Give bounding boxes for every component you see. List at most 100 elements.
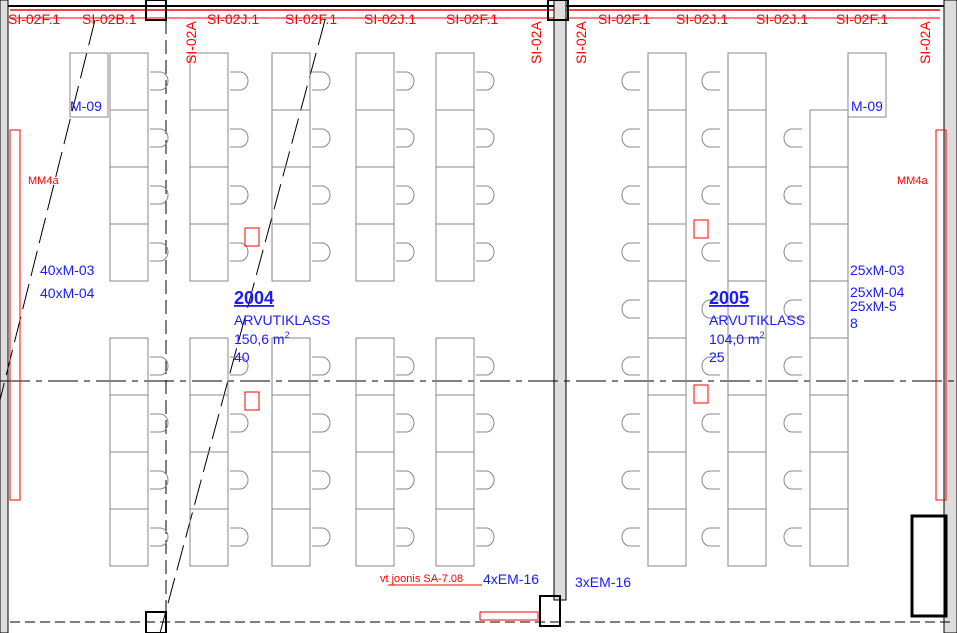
workstation bbox=[69, 52, 109, 118]
chair bbox=[396, 71, 415, 91]
chair bbox=[312, 527, 331, 547]
chair bbox=[312, 356, 331, 376]
chair bbox=[476, 71, 495, 91]
room-area: 104,0 m2 bbox=[709, 330, 765, 347]
equipment-count: 25xM-5 bbox=[850, 298, 897, 314]
equipment-label: M-09 bbox=[851, 98, 883, 114]
vertical-tag: SI-02A bbox=[573, 21, 589, 64]
chair bbox=[150, 242, 169, 262]
chair bbox=[701, 128, 720, 148]
chair bbox=[701, 71, 720, 91]
chair bbox=[396, 413, 415, 433]
chair bbox=[396, 185, 415, 205]
desk bbox=[109, 508, 149, 567]
desks-and-chairs bbox=[69, 52, 887, 567]
desk bbox=[647, 508, 687, 567]
desk bbox=[355, 508, 395, 567]
tag: SI-02J.1 bbox=[676, 11, 728, 27]
desk bbox=[189, 508, 229, 567]
tag: SI-02F.1 bbox=[836, 11, 888, 27]
chair bbox=[701, 470, 720, 490]
chair bbox=[396, 128, 415, 148]
desk bbox=[271, 508, 311, 567]
chair bbox=[783, 128, 802, 148]
equipment-count: 40xM-03 bbox=[40, 262, 95, 278]
chair bbox=[312, 413, 331, 433]
chair bbox=[701, 413, 720, 433]
chair bbox=[621, 527, 640, 547]
chair bbox=[621, 71, 640, 91]
room-name: ARVUTIKLASS bbox=[234, 312, 330, 328]
vertical-tag: SI-02A bbox=[528, 21, 544, 64]
chair bbox=[701, 185, 720, 205]
chair bbox=[701, 527, 720, 547]
chair bbox=[621, 242, 640, 262]
wall-tag: MM4a bbox=[897, 175, 928, 187]
chair bbox=[150, 413, 169, 433]
desk bbox=[435, 223, 475, 282]
vertical-tag: SI-02A bbox=[917, 21, 933, 64]
chair bbox=[701, 242, 720, 262]
equipment-count: 8 bbox=[850, 315, 858, 331]
chair bbox=[150, 128, 169, 148]
chair bbox=[783, 470, 802, 490]
chair bbox=[396, 470, 415, 490]
chair bbox=[476, 413, 495, 433]
chair bbox=[621, 185, 640, 205]
floor-socket bbox=[693, 384, 709, 404]
chair bbox=[476, 527, 495, 547]
chair bbox=[312, 128, 331, 148]
wall-tag: MM4a bbox=[28, 175, 59, 187]
chair bbox=[312, 71, 331, 91]
chair bbox=[476, 242, 495, 262]
room-name: ARVUTIKLASS bbox=[709, 312, 805, 328]
chair bbox=[312, 185, 331, 205]
equipment-count: 25xM-04 bbox=[850, 284, 905, 300]
chair bbox=[783, 299, 802, 319]
chair bbox=[396, 356, 415, 376]
vertical-tag: SI-02A bbox=[183, 21, 199, 64]
chair bbox=[783, 527, 802, 547]
chair bbox=[230, 242, 249, 262]
chair bbox=[230, 71, 249, 91]
chair bbox=[150, 185, 169, 205]
chair bbox=[621, 299, 640, 319]
tag: SI-02F.1 bbox=[8, 11, 60, 27]
room-seats: 25 bbox=[709, 349, 725, 365]
chair bbox=[701, 356, 720, 376]
tag: SI-02F.1 bbox=[446, 11, 498, 27]
equipment-count: 40xM-04 bbox=[40, 285, 95, 301]
chair bbox=[476, 356, 495, 376]
desk bbox=[727, 508, 767, 567]
chair bbox=[312, 470, 331, 490]
chair bbox=[476, 185, 495, 205]
chair bbox=[230, 413, 249, 433]
floor-socket bbox=[244, 391, 260, 411]
chair bbox=[621, 470, 640, 490]
equipment-label: M-09 bbox=[70, 98, 102, 114]
room-area: 150,6 m2 bbox=[234, 330, 290, 347]
emergency-count: 4xEM-16 bbox=[483, 571, 539, 587]
tag: SI-02F.1 bbox=[598, 11, 650, 27]
room-seats: 40 bbox=[234, 349, 250, 365]
desk bbox=[189, 223, 229, 282]
floor-socket bbox=[693, 219, 709, 239]
room-2005-label: 2005 ARVUTIKLASS 104,0 m2 25 25xM-03 25x… bbox=[709, 262, 905, 365]
chair bbox=[621, 128, 640, 148]
chair bbox=[783, 185, 802, 205]
workstation bbox=[847, 52, 887, 118]
chair bbox=[783, 413, 802, 433]
chair bbox=[230, 128, 249, 148]
chair bbox=[783, 242, 802, 262]
chair bbox=[783, 356, 802, 376]
drawing-reference: vt joonis SA-7.08 bbox=[380, 573, 463, 585]
chair bbox=[476, 128, 495, 148]
desk bbox=[809, 508, 849, 567]
tag: SI-02B.1 bbox=[82, 11, 137, 27]
chair bbox=[396, 242, 415, 262]
chair bbox=[312, 242, 331, 262]
chair bbox=[621, 356, 640, 376]
tag: SI-02F.1 bbox=[285, 11, 337, 27]
